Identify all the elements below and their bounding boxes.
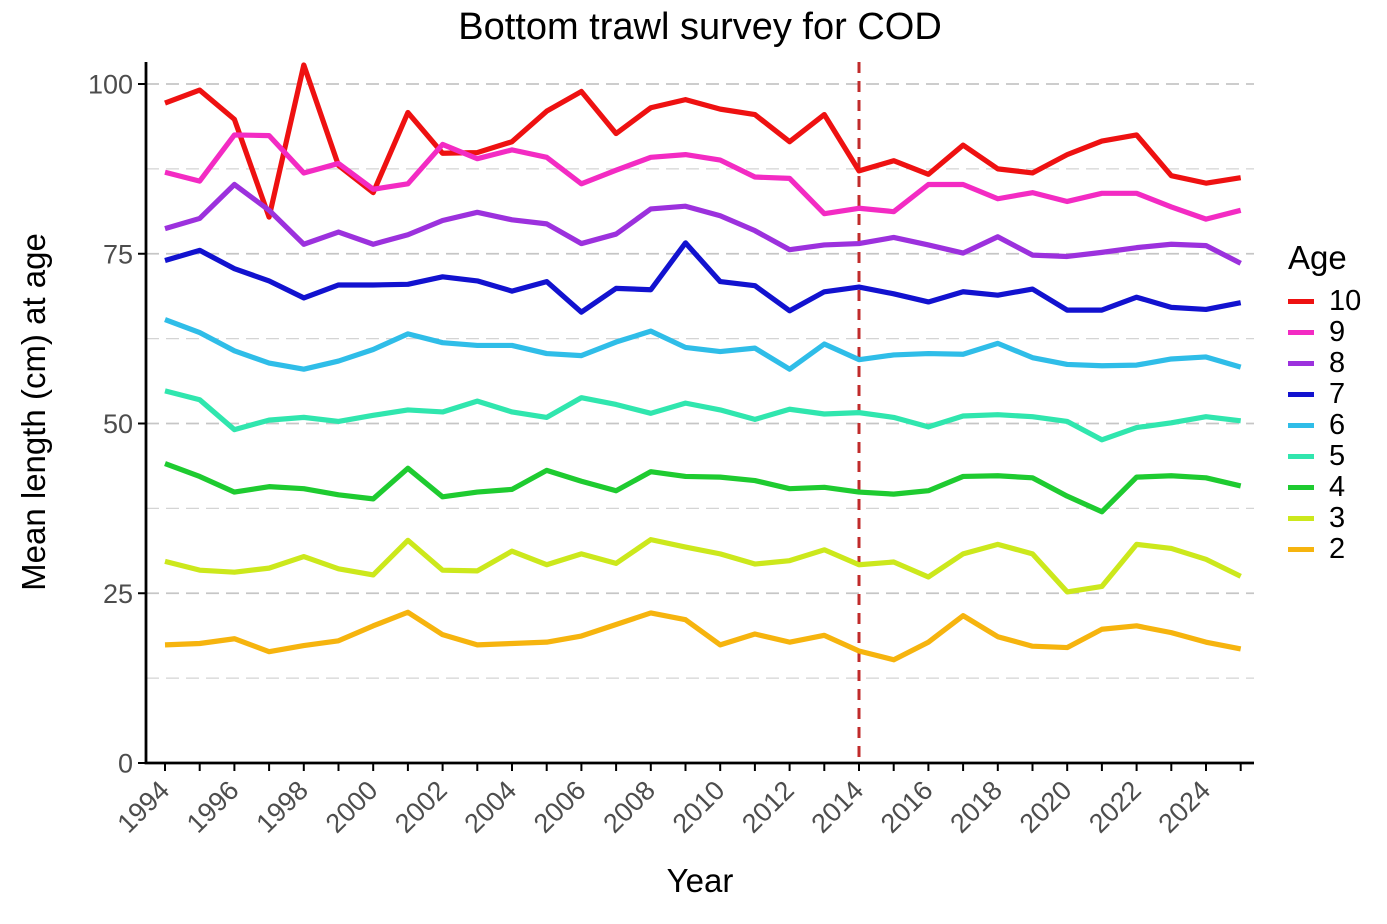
y-axis-title: Mean length (cm) at age	[15, 233, 52, 591]
legend-entry: 9	[1288, 317, 1384, 348]
legend-entry: 10	[1288, 286, 1384, 317]
series-line-age-4	[164, 461, 1242, 515]
legend-entry-label: 5	[1329, 440, 1346, 472]
legend-swatch-age-6	[1288, 423, 1314, 428]
x-tick-label: 2010	[667, 775, 731, 839]
x-tick-label: 2024	[1153, 775, 1217, 839]
x-tick-label: 2000	[320, 775, 384, 839]
legend: Age 10 9 8 7 6 5 4 3 2	[1288, 238, 1384, 565]
x-tick-label: 1996	[181, 775, 245, 839]
legend-entry: 2	[1288, 534, 1384, 565]
x-tick-label: 1994	[112, 775, 176, 839]
x-tick-label: 2018	[944, 775, 1008, 839]
series-line-age-8	[164, 181, 1242, 266]
series-line-age-6	[164, 317, 1242, 372]
legend-swatch-age-7	[1288, 392, 1314, 397]
legend-entry: 3	[1288, 503, 1384, 534]
legend-entry-label: 3	[1329, 502, 1346, 534]
x-tick-label: 2016	[875, 775, 939, 839]
x-tick-label: 2002	[389, 775, 453, 839]
legend-entry: 6	[1288, 410, 1384, 441]
legend-title: Age	[1288, 239, 1347, 276]
legend-entries: 10 9 8 7 6 5 4 3 2	[1288, 286, 1384, 565]
legend-entry: 5	[1288, 441, 1384, 472]
y-tick-label: 100	[88, 70, 133, 100]
legend-swatch-age-3	[1288, 516, 1314, 521]
legend-entry: 4	[1288, 472, 1384, 503]
legend-swatch-age-10	[1288, 299, 1314, 304]
y-tick-label: 0	[118, 749, 133, 779]
x-tick-label: 2012	[736, 775, 800, 839]
legend-entry-label: 2	[1329, 533, 1346, 565]
x-tick-label: 2004	[459, 775, 523, 839]
series-line-age-10	[164, 62, 1242, 220]
legend-swatch-age-5	[1288, 454, 1314, 459]
x-axis-title: Year	[666, 862, 734, 899]
series-line-age-9	[164, 132, 1242, 222]
chart-title: Bottom trawl survey for COD	[458, 6, 942, 48]
x-tick-label: 2006	[528, 775, 592, 839]
legend-swatch-age-9	[1288, 330, 1314, 335]
series-line-age-5	[164, 388, 1242, 443]
legend-entry: 7	[1288, 379, 1384, 410]
series-line-age-2	[164, 609, 1242, 663]
legend-entry: 8	[1288, 348, 1384, 379]
y-tick-label: 25	[103, 579, 133, 609]
series-line-age-7	[164, 240, 1242, 315]
y-tick-label: 50	[103, 409, 133, 439]
legend-entry-label: 10	[1329, 285, 1362, 317]
legend-swatch-age-8	[1288, 361, 1314, 366]
series-line-age-3	[164, 537, 1242, 595]
y-tick-label: 75	[103, 239, 133, 269]
legend-entry-label: 4	[1329, 471, 1346, 503]
legend-swatch-age-2	[1288, 547, 1314, 552]
x-tick-label: 2020	[1014, 775, 1078, 839]
legend-entry-label: 9	[1329, 316, 1346, 348]
x-tick-label: 2008	[597, 775, 661, 839]
legend-swatch-age-4	[1288, 485, 1314, 490]
x-tick-label: 2014	[806, 775, 870, 839]
legend-entry-label: 8	[1329, 347, 1346, 379]
legend-entry-label: 6	[1329, 409, 1346, 441]
x-tick-label: 2022	[1083, 775, 1147, 839]
legend-entry-label: 7	[1329, 378, 1346, 410]
x-tick-label: 1998	[250, 775, 314, 839]
